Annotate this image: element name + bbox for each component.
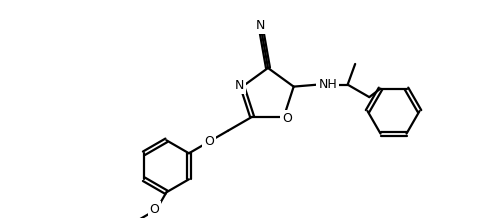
Text: O: O xyxy=(282,112,292,125)
Text: O: O xyxy=(149,203,159,216)
Text: N: N xyxy=(256,19,265,32)
Text: N: N xyxy=(235,79,244,92)
Text: O: O xyxy=(204,135,214,148)
Text: NH: NH xyxy=(318,78,337,91)
